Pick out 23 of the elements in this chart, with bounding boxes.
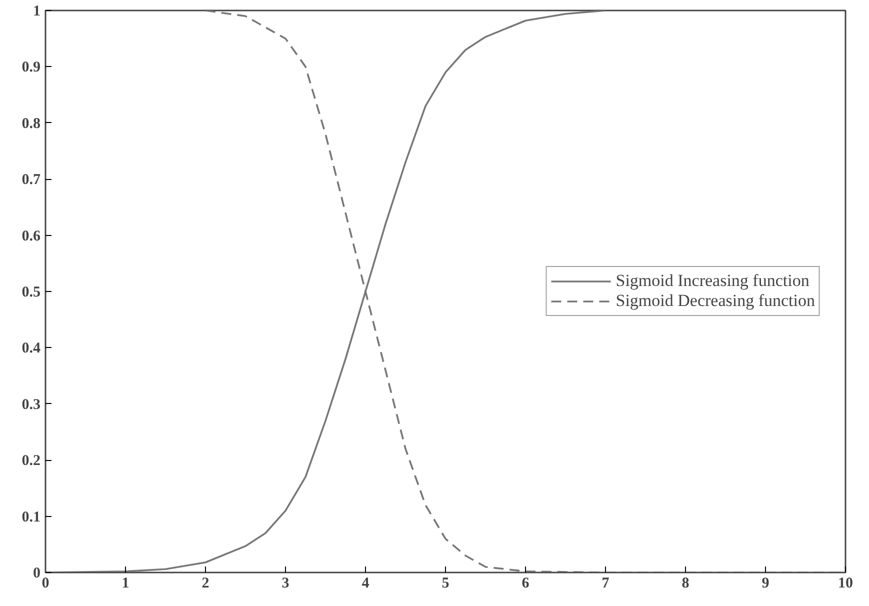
y-tick-label: 0.8 xyxy=(22,116,40,132)
y-tick-label: 0.5 xyxy=(22,284,40,300)
x-tick-label: 3 xyxy=(282,576,290,592)
x-tick-label: 9 xyxy=(762,576,770,592)
x-tick-label: 7 xyxy=(602,576,610,592)
x-tick-label: 5 xyxy=(442,576,450,592)
y-tick-label: 0.7 xyxy=(22,172,41,188)
y-tick-label: 0.1 xyxy=(22,509,40,526)
x-tick-label: 8 xyxy=(682,576,690,592)
y-tick-label: 1 xyxy=(33,4,40,20)
x-tick-label: 10 xyxy=(838,576,853,592)
x-tick-label: 2 xyxy=(202,576,210,592)
y-tick-label: 0.6 xyxy=(22,228,41,244)
y-tick-label: 0.2 xyxy=(22,453,40,470)
y-tick-label: 0.9 xyxy=(22,60,40,76)
y-tick-label: 0.3 xyxy=(22,396,40,413)
legend-label: Sigmoid Decreasing function xyxy=(616,291,815,311)
x-tick-label: 1 xyxy=(122,576,130,592)
y-tick-label: 0.4 xyxy=(22,340,41,357)
x-tick-label: 4 xyxy=(362,576,370,592)
y-tick-label: 0 xyxy=(33,566,40,582)
x-tick-label: 6 xyxy=(522,576,530,592)
legend-label: Sigmoid Increasing function xyxy=(616,271,810,291)
